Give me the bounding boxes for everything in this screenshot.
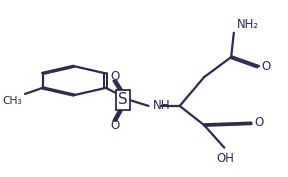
Text: O: O [111,70,120,83]
Text: O: O [111,119,120,132]
Text: NH₂: NH₂ [236,18,259,31]
Text: CH₃: CH₃ [3,96,22,106]
Text: S: S [118,92,128,107]
Text: O: O [262,60,271,73]
Text: NH: NH [153,99,170,112]
Text: O: O [255,116,264,129]
Text: OH: OH [217,152,235,165]
